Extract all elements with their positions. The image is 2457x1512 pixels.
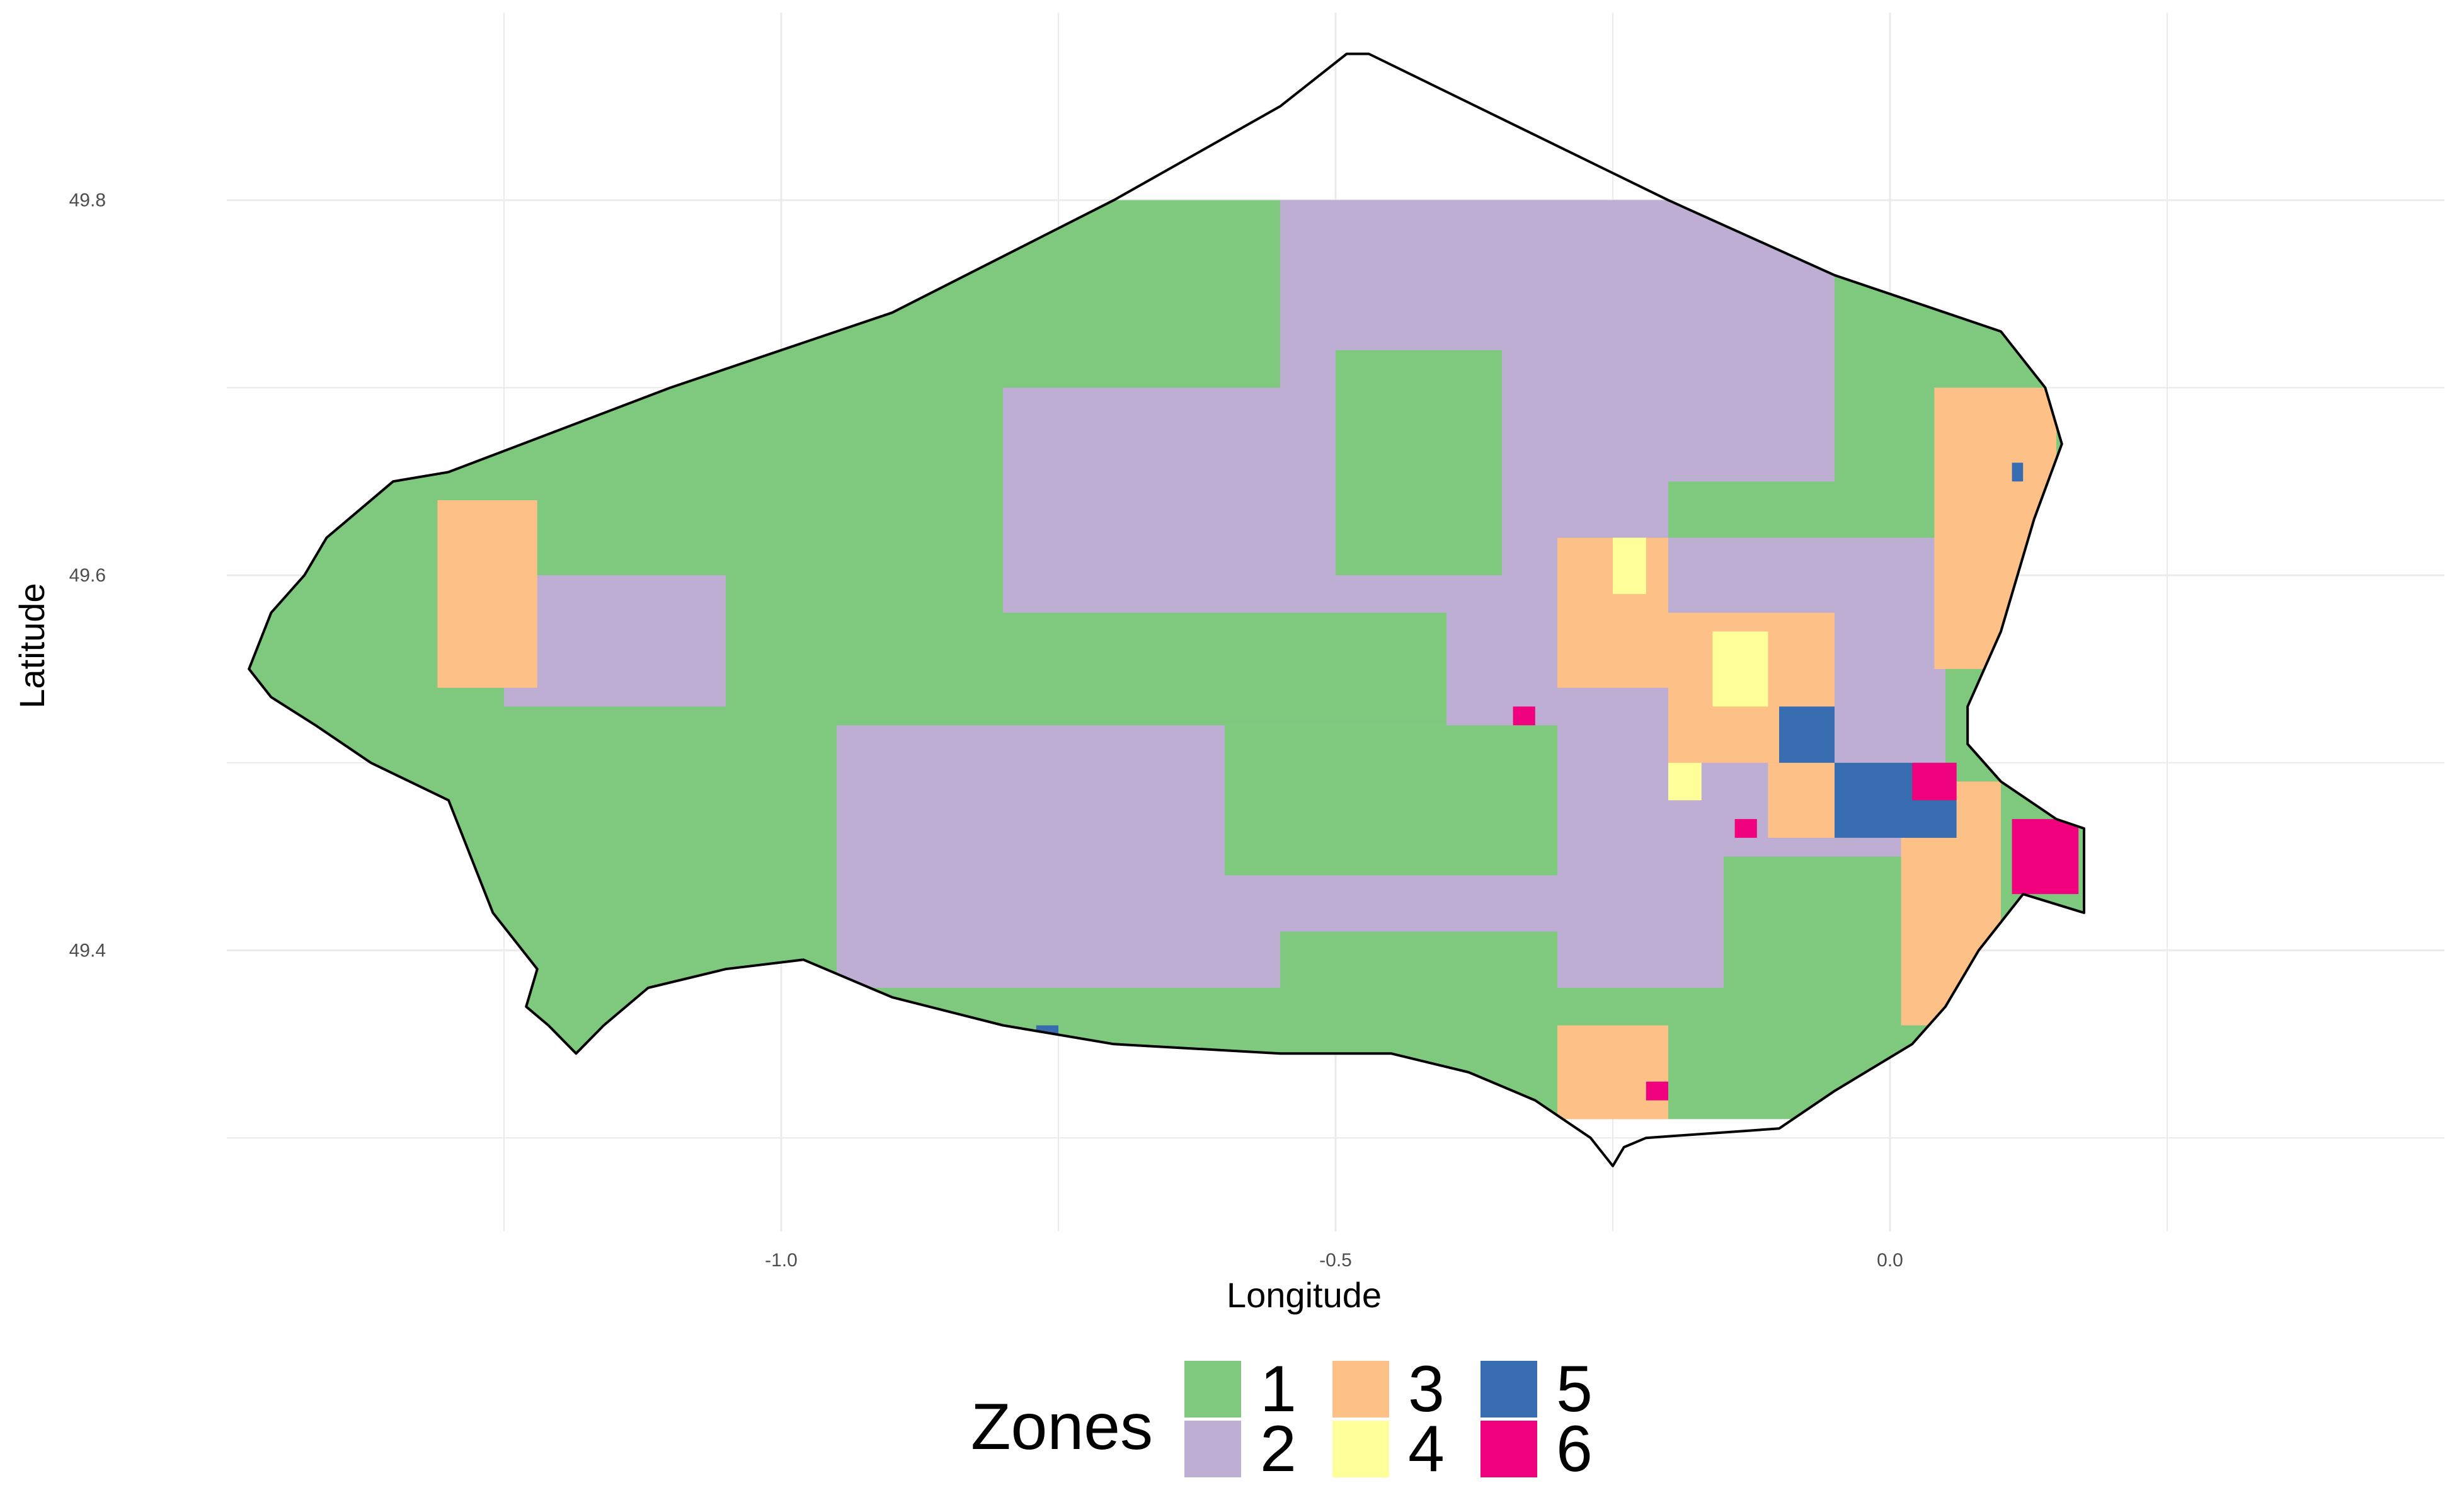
legend-label-6: 6: [1556, 1412, 1593, 1486]
zone-1-patch: [1280, 931, 1557, 1063]
legend-swatch-3: [1332, 1361, 1389, 1418]
zone-3-patch: [1557, 1025, 1668, 1120]
y-tick-label: 49.6: [69, 565, 106, 586]
coastline-outline: [248, 52, 2085, 1167]
zone-3-patch: [437, 500, 537, 688]
legend-label-3: 3: [1408, 1353, 1445, 1426]
legend-swatch-4: [1332, 1421, 1389, 1477]
legend-label-4: 4: [1408, 1412, 1445, 1486]
x-tick-label: 0.0: [1877, 1250, 1903, 1271]
legend-label-1: 1: [1260, 1353, 1297, 1426]
zone-1-patch: [1336, 350, 1502, 576]
legend-swatch-5: [1480, 1361, 1537, 1418]
zone-raster: [249, 200, 2085, 1120]
legend-swatch-6: [1480, 1421, 1537, 1477]
y-axis-title: Latitude: [12, 583, 52, 708]
x-tick-label: -1.0: [765, 1250, 798, 1271]
legend: Zones 12 34 56: [971, 1353, 1593, 1486]
zone-1-patch: [1225, 725, 1557, 876]
zone-2-patch: [504, 575, 726, 707]
zone-6-patch: [2012, 819, 2079, 895]
zone-6-patch: [1912, 762, 1957, 801]
y-tick-label: 49.8: [69, 190, 106, 211]
legend-swatch-1: [1184, 1361, 1241, 1418]
y-tick-label: 49.4: [69, 940, 106, 961]
zone-4-patch: [1613, 537, 1646, 594]
zone-6-patch: [1734, 819, 1757, 838]
legend-label-5: 5: [1556, 1353, 1593, 1426]
zone-6-patch: [1646, 1081, 1668, 1101]
zone-4-patch: [1668, 762, 1702, 801]
legend-title: Zones: [971, 1390, 1153, 1463]
zone-5-patch: [1779, 706, 1835, 763]
zone-6-patch: [1513, 706, 1535, 726]
legend-entries: 12 34 56: [1184, 1353, 1593, 1486]
x-tick-label: -0.5: [1319, 1250, 1352, 1271]
zone-4-patch: [1712, 631, 1768, 707]
y-tick-labels: 49.4 49.6 49.8: [69, 190, 106, 961]
zone-5-patch: [2012, 462, 2024, 482]
zone-2-patch: [1613, 200, 1835, 482]
legend-label-2: 2: [1260, 1412, 1297, 1486]
x-axis-title: Longitude: [1227, 1275, 1382, 1315]
x-tick-labels: -1.0 -0.5 0.0: [765, 1250, 1903, 1271]
zone-3-patch: [1934, 387, 2056, 669]
legend-swatch-2: [1184, 1421, 1241, 1477]
